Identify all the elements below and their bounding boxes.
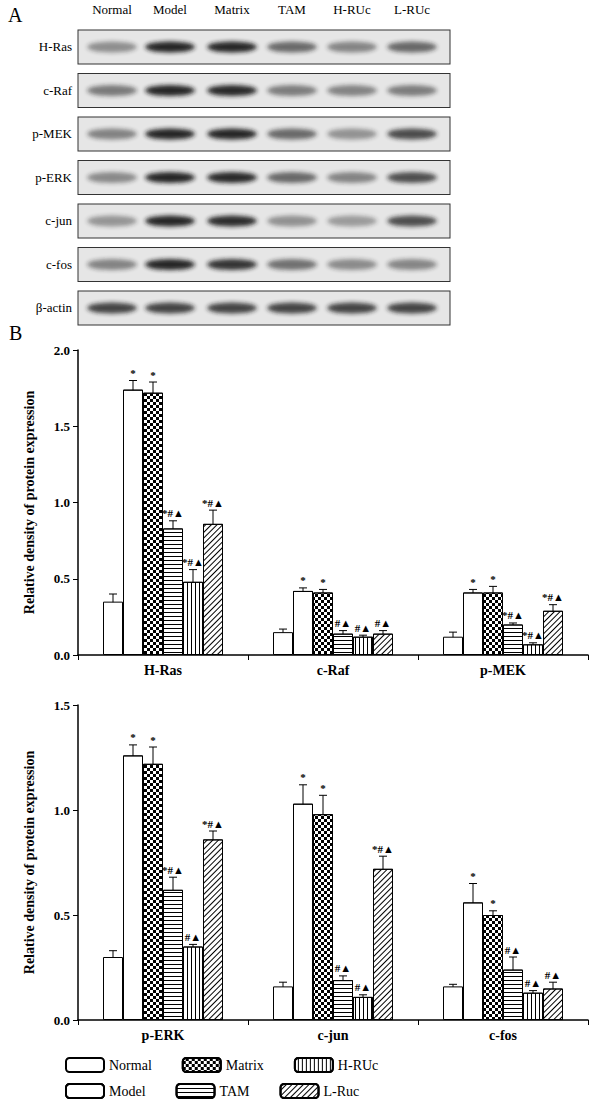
svg-text:1.0: 1.0	[54, 495, 70, 510]
svg-text:*: *	[470, 870, 476, 882]
svg-text:L-RUc: L-RUc	[394, 2, 430, 17]
svg-text:*: *	[470, 576, 476, 588]
svg-text:#▲: #▲	[375, 617, 391, 629]
svg-text:TAM: TAM	[278, 2, 306, 17]
svg-text:*: *	[300, 771, 306, 783]
svg-text:*: *	[150, 369, 156, 381]
svg-text:#▲: #▲	[545, 969, 561, 981]
svg-text:0.5: 0.5	[54, 571, 71, 586]
svg-text:L-Ruc: L-Ruc	[324, 1084, 360, 1099]
svg-text:c-Raf: c-Raf	[43, 83, 73, 98]
svg-text:H-RUc: H-RUc	[338, 1058, 378, 1073]
svg-text:*#▲: *#▲	[162, 507, 184, 519]
svg-text:A: A	[8, 4, 23, 26]
svg-text:H-RUc: H-RUc	[333, 2, 371, 17]
svg-text:*: *	[320, 782, 326, 794]
svg-text:2.0: 2.0	[54, 343, 70, 358]
svg-text:*: *	[300, 574, 306, 586]
svg-text:*: *	[320, 576, 326, 588]
svg-text:#▲: #▲	[355, 981, 371, 993]
svg-text:0.0: 0.0	[54, 1013, 70, 1028]
svg-text:0.5: 0.5	[54, 908, 71, 923]
svg-text:*#▲: *#▲	[202, 818, 224, 830]
svg-text:B: B	[9, 322, 22, 344]
svg-text:TAM: TAM	[220, 1084, 251, 1099]
svg-text:*#▲: *#▲	[372, 843, 394, 855]
svg-text:#▲: #▲	[355, 622, 371, 634]
svg-text:Model: Model	[109, 1084, 146, 1099]
svg-text:#▲: #▲	[185, 931, 201, 943]
svg-text:c-fos: c-fos	[46, 257, 72, 272]
svg-text:Matrix: Matrix	[226, 1058, 264, 1073]
svg-text:p-MEK: p-MEK	[480, 663, 526, 678]
svg-text:Normal: Normal	[109, 1058, 152, 1073]
svg-text:Matrix: Matrix	[214, 2, 250, 17]
svg-text:c-fos: c-fos	[489, 1028, 518, 1043]
svg-text:H-Ras: H-Ras	[39, 39, 72, 54]
svg-text:#▲: #▲	[505, 944, 521, 956]
svg-text:#▲: #▲	[525, 977, 541, 989]
svg-text:0.0: 0.0	[54, 648, 70, 663]
svg-text:β-actin: β-actin	[36, 300, 73, 315]
svg-text:p-ERK: p-ERK	[142, 1028, 185, 1043]
svg-text:c-jun: c-jun	[45, 213, 72, 228]
svg-text:c-jun: c-jun	[317, 1028, 348, 1043]
svg-text:Relative density of protein ex: Relative density of protein expression	[22, 391, 37, 615]
svg-text:H-Ras: H-Ras	[144, 663, 183, 678]
svg-text:Normal: Normal	[92, 2, 132, 17]
svg-text:Relative density of protein ex: Relative density of protein expression	[22, 751, 37, 975]
svg-text:*: *	[130, 731, 136, 743]
svg-text:*#▲: *#▲	[202, 497, 224, 509]
svg-text:c-Raf: c-Raf	[317, 663, 350, 678]
svg-text:*#▲: *#▲	[502, 609, 524, 621]
svg-text:#▲: #▲	[335, 962, 351, 974]
svg-text:1.0: 1.0	[54, 803, 70, 818]
svg-text:*#▲: *#▲	[542, 591, 564, 603]
svg-text:p-MEK: p-MEK	[32, 126, 72, 141]
svg-text:*#▲: *#▲	[182, 556, 204, 568]
svg-text:#▲: #▲	[335, 617, 351, 629]
svg-text:*#▲: *#▲	[522, 629, 544, 641]
svg-text:*: *	[130, 367, 136, 379]
svg-text:p-ERK: p-ERK	[35, 170, 72, 185]
svg-text:*: *	[150, 734, 156, 746]
svg-text:Model: Model	[153, 2, 187, 17]
svg-text:*: *	[490, 897, 496, 909]
svg-text:*#▲: *#▲	[162, 864, 184, 876]
svg-text:1.5: 1.5	[54, 419, 71, 434]
svg-text:*: *	[490, 573, 496, 585]
svg-text:1.5: 1.5	[54, 698, 71, 713]
